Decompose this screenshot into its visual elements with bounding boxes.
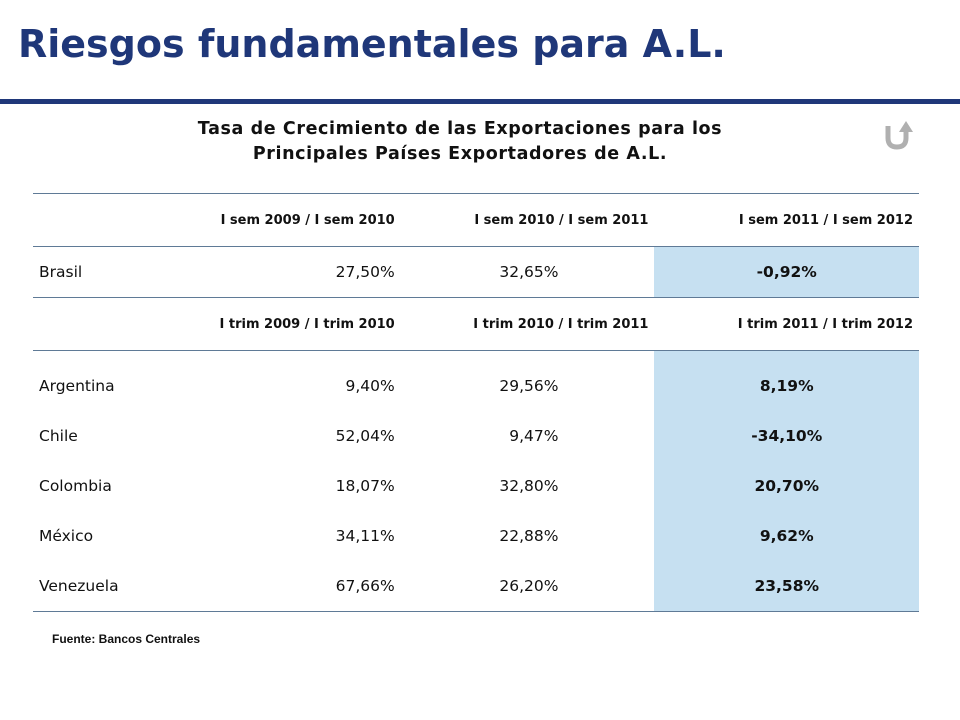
value-cell: 67,66% — [169, 561, 401, 612]
quarter-header-row: I trim 2009 / I trim 2010 I trim 2010 / … — [33, 297, 919, 351]
column-header: I sem 2009 / I sem 2010 — [169, 193, 401, 247]
value-cell: 52,04% — [335, 427, 395, 445]
table-row-venezuela: Venezuela 67,66% 26,20% 23,58% — [33, 561, 919, 612]
country-label: Chile — [39, 427, 78, 445]
highlighted-value-cell: 9,62% — [654, 511, 919, 561]
highlighted-value-cell: -0,92% — [654, 246, 919, 298]
table-row-argentina: Argentina 9,40% 29,56% 8,19% — [33, 361, 919, 411]
table-row-colombia: Colombia 18,07% 32,80% 20,70% — [33, 461, 919, 511]
highlighted-value-cell: 20,70% — [654, 461, 919, 511]
slide-title: Riesgos fundamentales para A.L. — [18, 22, 726, 66]
column-header: I trim 2009 / I trim 2010 — [169, 297, 401, 351]
table-row-brasil: Brasil 27,50% 32,65% -0,92% — [33, 246, 919, 298]
header-empty-cell — [33, 193, 170, 247]
country-label: Colombia — [39, 477, 112, 495]
value-cell: 34,11% — [335, 527, 395, 545]
column-header: I trim 2011 / I trim 2012 — [654, 297, 919, 351]
spacer-row — [33, 350, 919, 361]
country-label: México — [39, 527, 94, 545]
column-header: I trim 2010 / I trim 2011 — [400, 297, 655, 351]
country-label: Brasil — [33, 246, 170, 298]
value-cell: 26,20% — [400, 561, 655, 612]
column-header: I sem 2010 / I sem 2011 — [400, 193, 655, 247]
value-cell: 22,88% — [499, 527, 559, 545]
subtitle-line-2: Principales Países Exportadores de A.L. — [252, 144, 668, 164]
header-empty-cell — [33, 297, 170, 351]
country-label: Argentina — [39, 377, 115, 395]
country-label: Venezuela — [33, 561, 170, 612]
source-note: Fuente: Bancos Centrales — [52, 632, 201, 646]
semester-header-row: I sem 2009 / I sem 2010 I sem 2010 / I s… — [33, 193, 919, 247]
highlighted-value-cell: 23,58% — [654, 561, 919, 612]
table-row-mexico: México 34,11% 22,88% 9,62% — [33, 511, 919, 561]
value-cell: 18,07% — [335, 477, 395, 495]
value-cell: 29,56% — [499, 377, 559, 395]
value-cell: 27,50% — [169, 246, 401, 298]
column-header: I sem 2011 / I sem 2012 — [654, 193, 919, 247]
value-cell: 9,40% — [345, 377, 395, 395]
subtitle-line-1: Tasa de Crecimiento de las Exportaciones… — [197, 119, 723, 139]
highlighted-value-cell: 8,19% — [654, 361, 919, 411]
table-row-chile: Chile 52,04% 9,47% -34,10% — [33, 411, 919, 461]
exports-growth-table: I sem 2009 / I sem 2010 I sem 2010 / I s… — [33, 193, 919, 612]
value-cell: 32,65% — [400, 246, 655, 298]
title-divider — [0, 99, 960, 104]
value-cell: 9,47% — [509, 427, 559, 445]
table-subtitle: Tasa de Crecimiento de las Exportaciones… — [120, 117, 800, 167]
u-arrow-logo-icon — [884, 118, 914, 150]
highlighted-value-cell: -34,10% — [654, 411, 919, 461]
value-cell: 32,80% — [499, 477, 559, 495]
